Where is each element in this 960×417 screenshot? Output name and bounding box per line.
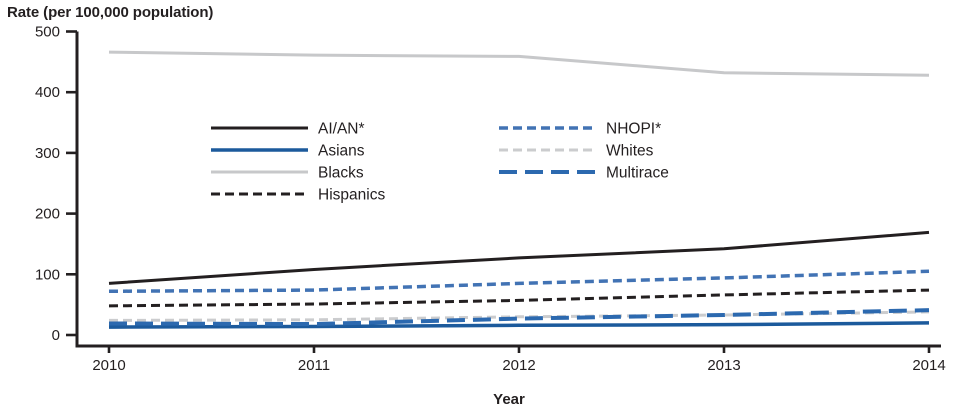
series-line-hispanics — [108, 288, 930, 308]
axis-frame — [75, 31, 941, 348]
legend-label-ai-an: AI/AN* — [318, 121, 365, 138]
series-line-whites — [108, 310, 930, 322]
x-axis-title: Year — [493, 391, 525, 408]
legend-label-nhopi: NHOPI* — [606, 121, 661, 138]
y-tick-label: 100 — [35, 266, 60, 283]
series-line-ai-an — [108, 230, 930, 285]
legend-label-multirace: Multirace — [606, 165, 669, 182]
y-tick-label: 0 — [52, 327, 60, 344]
series-line-blacks — [108, 50, 930, 77]
x-tick-label: 2010 — [92, 357, 125, 374]
series-line-multirace — [108, 308, 930, 327]
series-line-nhopi — [108, 269, 930, 294]
legend-label-whites: Whites — [606, 143, 654, 160]
x-tick-label: 2012 — [502, 357, 535, 374]
x-tick-label: 2014 — [912, 357, 945, 374]
y-tick-label: 200 — [35, 206, 60, 223]
x-tick-label: 2013 — [707, 357, 740, 374]
legend-label-hispanics: Hispanics — [318, 187, 385, 204]
y-axis-title: Rate (per 100,000 population) — [7, 4, 214, 21]
series-line-asians — [108, 321, 930, 329]
legend-label-asians: Asians — [318, 143, 365, 160]
y-tick-label: 500 — [35, 24, 60, 41]
legend-label-blacks: Blacks — [318, 165, 364, 182]
y-tick-label: 300 — [35, 145, 60, 162]
y-tick-label: 400 — [35, 84, 60, 101]
x-tick-label: 2011 — [298, 357, 330, 374]
